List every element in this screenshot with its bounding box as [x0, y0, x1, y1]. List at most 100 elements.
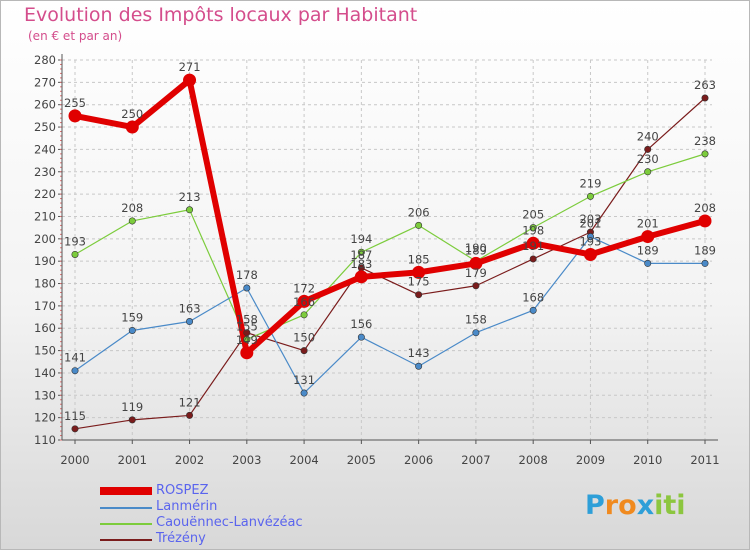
data-label: 172: [293, 281, 315, 295]
data-point: [641, 230, 655, 244]
data-point: [357, 248, 365, 256]
chart-subtitle: (en € et par an): [28, 29, 123, 43]
series-line-lanm-rin: [74, 235, 706, 394]
data-label: 156: [350, 317, 372, 331]
data-label: 166: [293, 295, 315, 309]
data-point: [354, 270, 368, 284]
data-label: 189: [637, 243, 659, 257]
logo-letter: o: [618, 490, 637, 521]
y-tick-label: 120: [34, 411, 56, 425]
data-label: 131: [293, 373, 315, 387]
chart-title: Evolution des Impôts locaux par Habitant: [24, 4, 418, 26]
data-label: 158: [465, 313, 487, 327]
series-line-tr-z-ny: [74, 97, 706, 430]
data-point: [186, 206, 194, 214]
data-label: 155: [236, 319, 258, 333]
data-point: [412, 265, 426, 279]
x-tick-label: 2011: [690, 453, 719, 467]
data-label: 168: [522, 290, 544, 304]
data-label: 191: [522, 239, 544, 253]
data-label: 263: [694, 78, 716, 92]
data-label: 250: [121, 107, 143, 121]
legend-swatch-caouennec: [100, 523, 152, 525]
data-point: [415, 362, 423, 370]
data-label: 206: [408, 205, 430, 219]
data-label: 201: [637, 217, 659, 231]
data-point: [529, 306, 537, 314]
data-point: [469, 256, 483, 270]
data-point: [529, 255, 537, 263]
data-point: [529, 224, 537, 232]
data-label: 190: [465, 241, 487, 255]
legend-label: Trézény: [156, 531, 206, 546]
data-label: 255: [64, 96, 86, 110]
y-tick-label: 270: [34, 75, 56, 89]
data-point: [583, 247, 597, 261]
data-point: [586, 192, 594, 200]
data-point: [71, 425, 79, 433]
x-tick-label: 2002: [175, 453, 204, 467]
data-point: [71, 250, 79, 258]
y-tick-label: 240: [34, 142, 56, 156]
data-point: [186, 318, 194, 326]
data-label: 208: [694, 201, 716, 215]
data-point: [526, 236, 540, 250]
x-tick-label: 2003: [232, 453, 261, 467]
data-point: [472, 329, 480, 337]
data-label: 150: [293, 331, 315, 345]
data-point: [701, 94, 709, 102]
x-tick-label: 2004: [289, 453, 318, 467]
data-label: 198: [522, 223, 544, 237]
data-label: 203: [579, 212, 601, 226]
data-point: [472, 282, 480, 290]
data-label: 213: [179, 190, 201, 204]
y-tick-label: 150: [34, 344, 56, 358]
data-label: 115: [64, 409, 86, 423]
data-point: [300, 347, 308, 355]
series-line-caou-nnec-lanv-z-ac: [74, 153, 706, 341]
y-tick-label: 170: [34, 299, 56, 313]
data-point: [71, 367, 79, 375]
data-label: 119: [121, 400, 143, 414]
y-tick-label: 130: [34, 388, 56, 402]
x-tick-label: 2010: [633, 453, 662, 467]
data-point: [701, 259, 709, 267]
data-point: [183, 73, 197, 87]
data-label: 121: [179, 395, 201, 409]
data-label: 189: [465, 243, 487, 257]
data-point: [300, 311, 308, 319]
data-point: [415, 291, 423, 299]
data-label: 189: [694, 243, 716, 257]
data-label: 194: [350, 232, 372, 246]
proxiti-logo: Proxiti: [585, 490, 686, 521]
data-point: [644, 259, 652, 267]
logo-letter: x: [636, 490, 655, 521]
data-label: 208: [121, 201, 143, 215]
data-label: 193: [64, 234, 86, 248]
data-point: [243, 329, 251, 337]
data-label: 178: [236, 268, 258, 282]
data-point: [701, 150, 709, 158]
legend-swatch-rospez: [100, 487, 152, 495]
legend-label: Lanmérin: [156, 499, 218, 514]
data-point: [243, 284, 251, 292]
data-label: 185: [408, 252, 430, 266]
logo-letter: i: [676, 490, 686, 521]
data-label: 158: [236, 313, 258, 327]
data-label: 205: [522, 208, 544, 222]
data-point: [186, 411, 194, 419]
data-point: [128, 326, 136, 334]
x-tick-label: 2006: [404, 453, 433, 467]
data-label: 187: [350, 248, 372, 262]
data-label: 201: [579, 217, 601, 231]
x-tick-label: 2000: [60, 453, 89, 467]
data-label: 193: [579, 234, 601, 248]
data-label: 163: [179, 302, 201, 316]
data-label: 175: [408, 275, 430, 289]
data-point: [240, 346, 254, 360]
data-point: [415, 221, 423, 229]
data-point: [128, 217, 136, 225]
data-point: [297, 294, 311, 308]
data-label: 179: [465, 266, 487, 280]
